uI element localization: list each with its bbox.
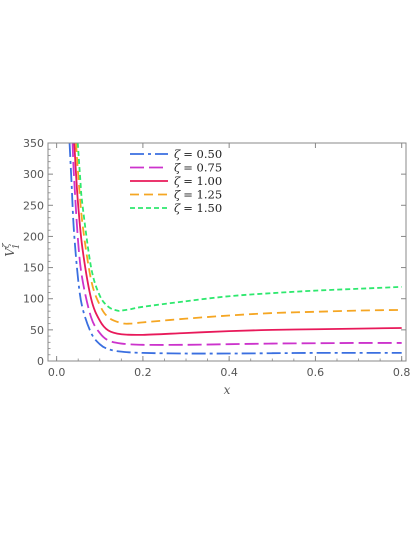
y-tick-label: 350: [23, 137, 44, 150]
legend: ζ = 0.50ζ = 0.75ζ = 1.00ζ = 1.25ζ = 1.50: [130, 147, 222, 215]
legend-value: = 0.50: [183, 147, 222, 161]
y-axis-label-base: V: [3, 247, 17, 257]
x-tick-label: 0.6: [307, 366, 325, 379]
x-tick-label: 0.8: [393, 366, 411, 379]
series-line: [73, 143, 402, 336]
y-tick-label: 300: [23, 168, 44, 181]
legend-value: = 1.25: [183, 188, 222, 202]
y-axis-ticks: 0 50 100 150 200 250 300 350: [23, 137, 406, 368]
curves-layer: [68, 143, 402, 355]
x-tick-label: 0.4: [220, 366, 238, 379]
series-line: [76, 143, 402, 312]
y-tick-label: 50: [30, 324, 44, 337]
legend-value: = 1.50: [183, 201, 222, 215]
legend-symbol: ζ: [174, 188, 181, 202]
legend-label: ζ = 1.25: [174, 188, 222, 202]
x-tick-label: 0.0: [48, 366, 66, 379]
legend-value: = 0.75: [183, 161, 222, 175]
legend-label: ζ = 1.50: [174, 201, 222, 215]
y-tick-label: 250: [23, 199, 44, 212]
y-tick-label: 100: [23, 293, 44, 306]
plot-frame: [47, 142, 407, 362]
series-line: [71, 143, 402, 346]
legend-label: ζ = 0.75: [174, 161, 222, 175]
legend-label: ζ = 1.00: [174, 174, 222, 188]
legend-label: ζ = 0.50: [174, 147, 222, 161]
x-tick-label: 0.2: [134, 366, 152, 379]
y-axis-label: Vζ1: [2, 242, 22, 257]
legend-symbol: ζ: [174, 161, 181, 175]
legend-symbol: ζ: [174, 174, 181, 188]
y-tick-label: 150: [23, 262, 44, 275]
y-axis-label-sub: 1: [12, 243, 22, 249]
y-tick-label: 0: [37, 355, 44, 368]
y-axis-label-sup: ζ: [2, 242, 12, 248]
x-axis-ticks: 0.0 0.2 0.4 0.6 0.8: [48, 143, 411, 379]
legend-symbol: ζ: [174, 147, 181, 161]
legend-symbol: ζ: [174, 201, 181, 215]
legend-value: = 1.00: [183, 174, 222, 188]
series-line: [75, 143, 402, 325]
x-axis-label: x: [224, 383, 231, 397]
series-line: [68, 143, 402, 355]
y-tick-label: 200: [23, 230, 44, 243]
